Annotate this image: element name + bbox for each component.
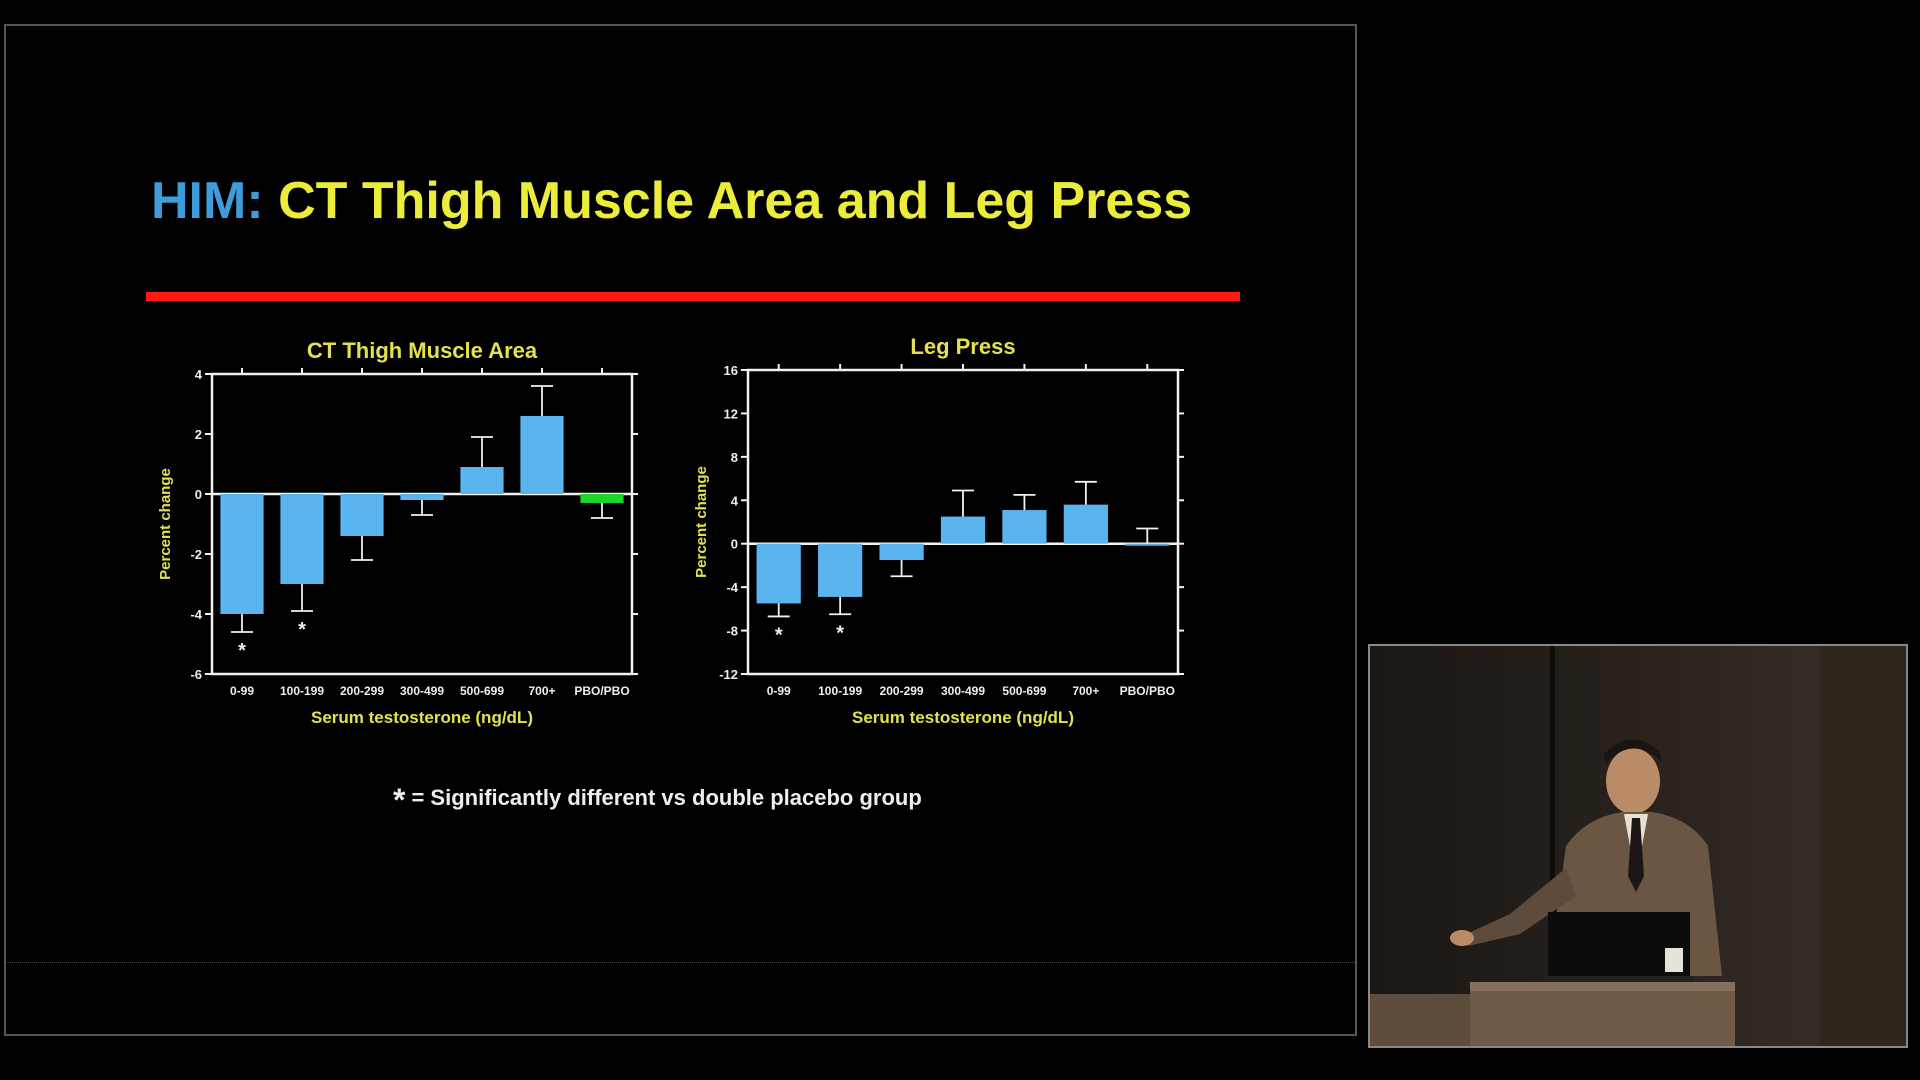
slide-title: HIM: CT Thigh Muscle Area and Leg Press [151,171,1192,231]
y-tick-label: 4 [195,367,203,382]
bar [756,543,801,604]
wall-seam [1550,646,1555,1046]
bar [400,494,444,500]
x-tick-label: 300-499 [400,684,444,698]
y-axis-label: Percent change [693,466,710,578]
y-tick-label: 2 [195,427,202,442]
video-divider [6,962,1355,963]
significance-marker: * [298,619,306,641]
bar [340,494,384,536]
bar [879,543,924,560]
x-tick-label: 100-199 [818,684,862,698]
podium [1470,982,1735,1046]
bar [580,494,624,503]
x-tick-label: 500-699 [1002,684,1046,698]
chart-title: Leg Press [910,334,1015,359]
speaker-tie [1628,818,1644,892]
x-tick-label: PBO/PBO [574,684,629,698]
laptop-base [1544,976,1694,983]
speaker-hand [1450,930,1474,946]
y-tick-label: 16 [724,363,738,378]
x-tick-label: 0-99 [767,684,791,698]
footnote-star: * [393,782,406,818]
chart-ct-thigh-muscle-area: CT Thigh Muscle Area -6 -4 -2 0 2 4 Percent cha… [157,338,638,727]
speaker-video-inset [1368,644,1908,1048]
x-tick-label: 300-499 [941,684,985,698]
stage-curtain [1820,646,1906,1046]
x-tick-label: 200-299 [340,684,384,698]
y-tick-label: -4 [190,607,202,622]
significance-marker: * [775,624,783,646]
significance-marker: * [836,622,844,644]
bar [1063,504,1108,544]
significance-marker: * [238,640,246,662]
bar [520,416,564,494]
bar [220,494,264,614]
y-tick-label: -4 [726,580,738,595]
bar [280,494,324,584]
bar [818,543,863,597]
bar [940,516,986,544]
y-tick-label: 8 [731,450,738,465]
y-tick-label: 0 [731,537,738,552]
y-tick-label: -8 [726,624,738,639]
y-tick-label: 4 [731,493,739,508]
speaker-hair [1604,739,1662,764]
title-underline [146,292,1240,301]
chart-leg-press: Leg Press -12 -8 -4 0 4 8 12 16 Percent change 0-9… [693,334,1184,727]
x-tick-label: 200-299 [880,684,924,698]
y-tick-label: 0 [195,487,202,502]
chart-title: CT Thigh Muscle Area [307,338,538,363]
y-axis-label: Percent change [157,468,174,580]
x-axis-label: Serum testosterone (ng/dL) [852,708,1074,727]
paper-cup [1665,948,1683,972]
y-tick-label: 12 [724,406,738,421]
x-tick-label: 0-99 [230,684,254,698]
slide-title-prefix: HIM: [151,172,264,230]
speaker-arm [1462,868,1576,946]
presentation-slide: HIM: CT Thigh Muscle Area and Leg Press … [4,24,1357,1036]
slide-title-main: CT Thigh Muscle Area and Leg Press [278,172,1193,230]
speaker-head [1606,748,1660,814]
bar [1125,543,1170,546]
speaker-video-frame [1370,646,1906,1046]
footnote: * = Significantly different vs double pla… [393,782,922,819]
y-tick-label: -12 [719,667,738,682]
stage-table [1370,994,1470,1046]
bar [1002,510,1047,544]
x-tick-label: 700+ [528,684,555,698]
y-tick-label: -2 [190,547,202,562]
x-tick-label: 500-699 [460,684,504,698]
bar [460,467,504,494]
x-tick-label: 100-199 [280,684,324,698]
x-tick-label: 700+ [1072,684,1099,698]
x-axis-label: Serum testosterone (ng/dL) [311,708,533,727]
y-tick-label: -6 [190,667,202,682]
podium-top [1470,982,1735,991]
footnote-text: = Significantly different vs double plac… [411,785,922,810]
x-tick-label: PBO/PBO [1120,684,1175,698]
